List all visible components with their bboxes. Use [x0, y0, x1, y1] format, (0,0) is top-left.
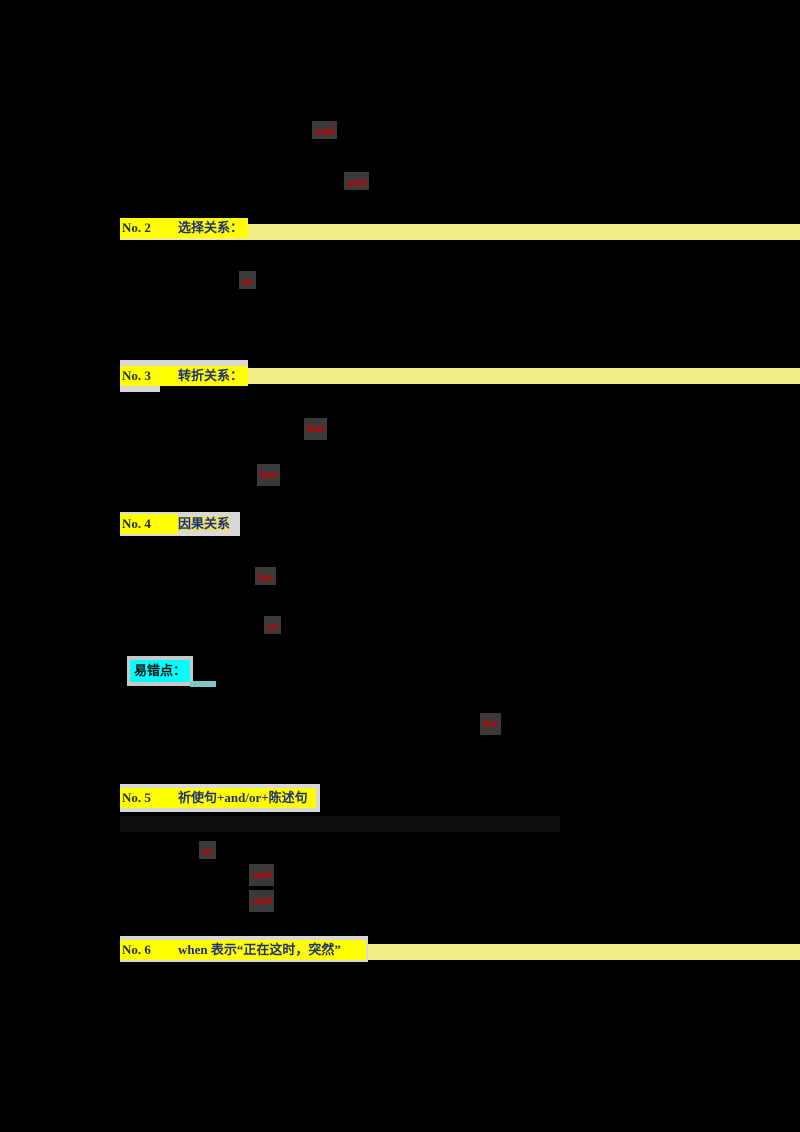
keyword-and-3: and	[249, 864, 275, 886]
section-5-subtitle-hidden	[120, 816, 560, 832]
section-5-header: No. 5 祈使句+and/or+陈述句	[120, 788, 316, 808]
keyword-and-4: and	[249, 890, 275, 912]
section-5-number: No. 5	[122, 790, 151, 805]
keyword-or-2: or	[199, 841, 217, 859]
section-6-header: No. 6 when 表示“正在这时，突然”	[120, 940, 366, 960]
keyword-but-1: but	[304, 418, 328, 440]
section-3-title: 转折关系：	[178, 368, 244, 383]
section-3-shadow-bottom	[120, 384, 160, 392]
keyword-for-2: for	[480, 713, 502, 735]
keyword-or-1: or	[239, 271, 257, 289]
section-3-bar	[120, 368, 800, 384]
section-2-header: No. 2 选择关系：	[120, 218, 248, 238]
section-3-number: No. 3	[122, 368, 151, 383]
section-6-number: No. 6	[122, 942, 151, 957]
section-4-header: No. 4 因果关系	[120, 514, 235, 534]
section-3-shadow-top	[120, 360, 248, 368]
section-6-title: when 表示“正在这时，突然”	[178, 942, 341, 957]
section-4-title: 因果关系	[178, 516, 231, 531]
section-3-header: No. 3 转折关系：	[120, 366, 248, 386]
tip-underline	[190, 681, 216, 687]
section-2-bar	[120, 224, 800, 240]
tip-label: 易错点：	[130, 660, 191, 682]
keyword-for-1: for	[255, 567, 277, 585]
keyword-so-1: so	[264, 616, 281, 634]
section-4-number: No. 4	[120, 514, 178, 534]
section-5-title: 祈使句+and/or+陈述句	[178, 790, 308, 805]
section-2-number: No. 2	[122, 220, 151, 235]
section-2-title: 选择关系：	[178, 220, 244, 235]
keyword-but-2: but	[257, 464, 281, 486]
keyword-and-2: and	[344, 172, 370, 190]
keyword-and-1: and	[312, 121, 338, 139]
